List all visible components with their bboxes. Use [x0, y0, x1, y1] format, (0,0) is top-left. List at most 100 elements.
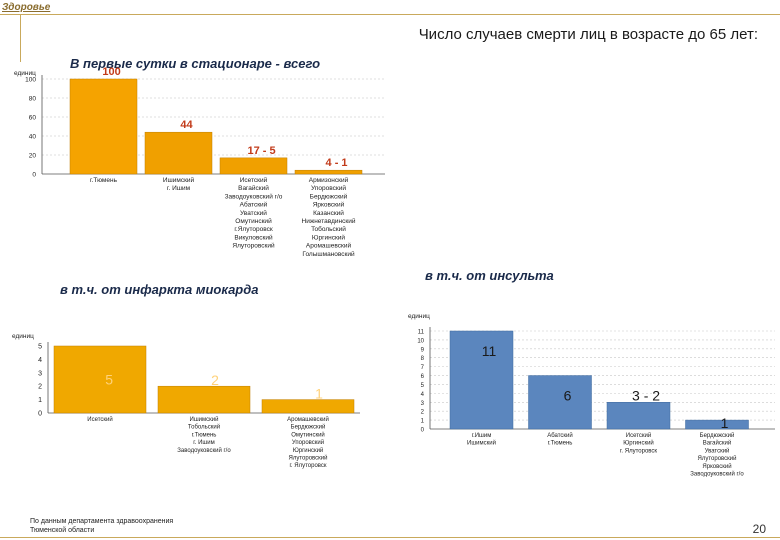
bar — [219, 157, 288, 175]
chart1-title: В первые сутки в стационаре - всего — [70, 56, 321, 71]
bar — [157, 385, 251, 414]
bar — [294, 169, 363, 175]
y-tick-label: 6 — [421, 374, 425, 380]
x-tick-label-line: Нижнетавдинский — [302, 217, 356, 225]
x-tick-label-line: Абатский — [240, 201, 268, 209]
bar — [606, 402, 671, 430]
x-tick-label-line: Упоровский — [311, 184, 346, 192]
y-tick-label: 100 — [25, 77, 36, 84]
x-tick-label-line: Ишимский — [163, 176, 195, 184]
x-tick-label-line: Викуловский — [234, 233, 273, 241]
x-tick-label-line: Ялуторовский — [698, 455, 737, 462]
data-label: 4 - 1 — [326, 157, 348, 169]
y-tick-label: 0 — [38, 411, 42, 418]
source-note-line2: Тюменской области — [30, 527, 95, 534]
y-tick-label: 2 — [38, 384, 42, 391]
x-tick-label-line: Голышмановский — [302, 250, 355, 258]
bar — [53, 345, 147, 414]
x-tick-label-line: Бердюжский — [310, 192, 348, 200]
y-axis-label: единиц — [408, 313, 430, 320]
y-tick-label: 8 — [421, 356, 425, 362]
x-tick-label-line: Заводоуковский г/о — [177, 447, 231, 454]
chart3-title: в т.ч. от инсульта — [425, 268, 554, 283]
data-label: 3 - 2 — [632, 387, 660, 403]
x-tick-label-line: Казанский — [313, 209, 344, 217]
x-tick-label-line: Юргинский — [312, 233, 345, 241]
left-divider — [20, 14, 21, 62]
y-axis-label: единиц — [12, 333, 34, 340]
x-tick-label-line: Аромашевский — [287, 416, 329, 423]
y-tick-label: 7 — [421, 365, 425, 371]
section-link-health[interactable]: Здоровье — [2, 2, 51, 13]
data-label: 11 — [482, 343, 497, 359]
data-label: 17 - 5 — [247, 145, 275, 157]
y-tick-label: 60 — [29, 115, 37, 122]
x-tick-label-line: Юргинский — [623, 440, 654, 447]
y-tick-label: 80 — [29, 96, 37, 103]
y-tick-label: 2 — [421, 410, 425, 416]
x-tick-label: Абатский г.Тюмень — [547, 432, 573, 447]
y-tick-label: 0 — [421, 428, 425, 434]
x-tick-label-line: Исетский — [626, 432, 651, 439]
x-tick-label: Ишимский Тобольский г.Тюмень г. Ишим Заводоу… — [177, 416, 231, 454]
y-tick-label: 10 — [417, 338, 424, 344]
x-tick-label-line: Заводоуковский г/о — [690, 471, 744, 478]
x-tick-label-line: г.Ишим — [472, 433, 492, 439]
y-tick-label: 4 — [421, 392, 425, 398]
chart2-title: в т.ч. от инфаркта миокарда — [60, 282, 259, 297]
x-tick-label: г.Тюмень — [90, 177, 118, 184]
x-tick-label: Исетский Вагайский Заводоуковский г/о Абатс… — [225, 176, 283, 250]
y-tick-label: 20 — [29, 153, 37, 160]
y-axis-label: единиц — [14, 70, 36, 77]
bar — [69, 78, 138, 175]
x-tick-label-line: Бердюжский — [291, 424, 326, 431]
x-tick-label: Армизонский Упоровский Бердюжский Ярковский… — [302, 176, 356, 258]
x-tick-label-line: Ялуторовский — [232, 242, 275, 250]
y-tick-label: 4 — [38, 357, 42, 364]
x-tick-label-line: г. Ишим — [167, 185, 191, 192]
x-tick-label-line: Ялуторовский — [289, 455, 328, 462]
y-tick-label: 1 — [38, 397, 42, 404]
x-tick-label: Ишимский г. Ишим — [163, 176, 195, 192]
x-tick-label-line: г. Ялуторовск — [289, 463, 326, 469]
data-label: 1 — [721, 415, 729, 431]
x-tick-label-line: г.Тюмень — [90, 177, 118, 184]
x-tick-label-line: Омутинский — [291, 431, 325, 438]
y-tick-label: 3 — [38, 370, 42, 377]
bottom-divider — [0, 537, 780, 538]
x-tick-label-line: Ишимский — [190, 416, 219, 423]
x-tick-label-line: Аромашевский — [306, 242, 352, 250]
x-tick-label-line: Ярковский — [313, 201, 345, 209]
data-label: 6 — [564, 388, 572, 404]
chart-stroke: единиц 0 1 2 3 4 5 6 7 8 9 10 11 11 г.Ишим Ишимский 6 Аба… — [408, 313, 775, 478]
x-tick-label-line: Ярковский — [702, 463, 731, 470]
chart-myocardial-infarction: единиц 0 1 2 3 4 5 5 Исетский 2 Ишимский Тобольский… — [12, 333, 360, 469]
data-label: 5 — [105, 372, 113, 388]
y-tick-label: 5 — [421, 383, 425, 389]
x-tick-label-line: Тобольский — [311, 225, 346, 233]
x-tick-label-line: Уватский — [240, 209, 267, 217]
source-note: По данным департамента здравоохранения Т… — [30, 517, 173, 535]
bar — [528, 375, 592, 430]
data-label: 44 — [180, 119, 193, 131]
x-tick-label-line: Заводоуковский г/о — [225, 192, 283, 200]
x-tick-label-line: Вагайский — [238, 184, 269, 192]
x-tick-label: Исетский — [87, 416, 112, 423]
x-tick-label: г.Ишим Ишимский — [467, 433, 496, 447]
x-tick-label-line: Упоровский — [292, 439, 324, 446]
data-label: 100 — [102, 66, 120, 78]
x-tick-label-line: Ишимский — [467, 440, 496, 447]
x-tick-label-line: Юргинский — [293, 447, 324, 454]
page-title: Число случаев смерти лиц в возрасте до 6… — [418, 26, 758, 43]
x-tick-label-line: г.Тюмень — [548, 441, 573, 447]
y-tick-label: 9 — [421, 347, 425, 353]
bar — [144, 131, 213, 175]
x-tick-label-line: Исетский — [240, 176, 268, 184]
data-label: 2 — [211, 372, 219, 388]
x-tick-label-line: Бердюжский — [700, 432, 735, 439]
bar — [449, 330, 514, 430]
x-tick-label-line: Армизонский — [309, 176, 349, 184]
x-tick-label-line: г.Ялуторовск — [234, 226, 272, 233]
